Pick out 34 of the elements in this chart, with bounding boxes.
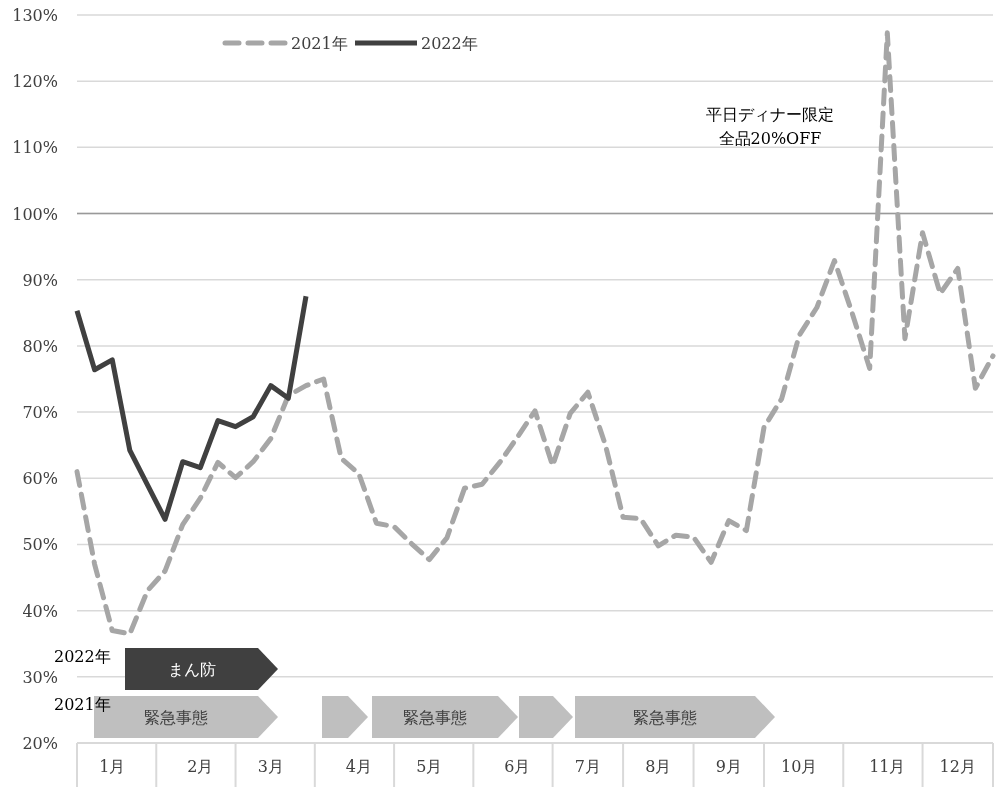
x-tick-label: 10月: [781, 757, 818, 776]
annotation: 緊急事態: [403, 708, 467, 727]
y-tick-label: 90%: [22, 270, 58, 290]
x-tick-label: 6月: [504, 757, 531, 776]
annotation: 2021年: [54, 695, 111, 714]
y-tick-label: 30%: [22, 667, 58, 687]
annotation: 2022年: [54, 647, 111, 666]
y-tick-label: 70%: [22, 403, 58, 423]
x-tick-label: 1月: [99, 757, 126, 776]
y-tick-label: 130%: [12, 6, 58, 25]
y-tick-label: 120%: [12, 72, 58, 92]
y-tick-label: 110%: [12, 138, 58, 158]
legend-label: 2021年: [291, 34, 348, 53]
annotation: 緊急事態: [633, 708, 697, 727]
x-tick-label: 12月: [939, 757, 976, 776]
legend-label: 2022年: [421, 34, 478, 53]
annotation: まん防: [167, 660, 216, 679]
x-tick-label: 3月: [257, 757, 284, 776]
annotation: 全品20%OFF: [718, 129, 822, 148]
x-tick-label: 8月: [645, 757, 672, 776]
x-tick-label: 2月: [187, 757, 214, 776]
x-tick-label: 11月: [869, 757, 906, 776]
x-tick-label: 4月: [345, 757, 372, 776]
y-tick-label: 100%: [12, 204, 58, 224]
x-tick-label: 9月: [715, 757, 742, 776]
annotation: 緊急事態: [144, 708, 208, 727]
y-tick-label: 80%: [22, 336, 58, 356]
y-tick-label: 50%: [22, 535, 58, 555]
y-tick-label: 40%: [22, 601, 58, 621]
annotation: 平日ディナー限定: [706, 105, 834, 124]
y-tick-label: 20%: [22, 734, 58, 753]
x-tick-label: 5月: [416, 757, 443, 776]
y-tick-label: 60%: [22, 469, 58, 489]
x-tick-label: 7月: [574, 757, 601, 776]
